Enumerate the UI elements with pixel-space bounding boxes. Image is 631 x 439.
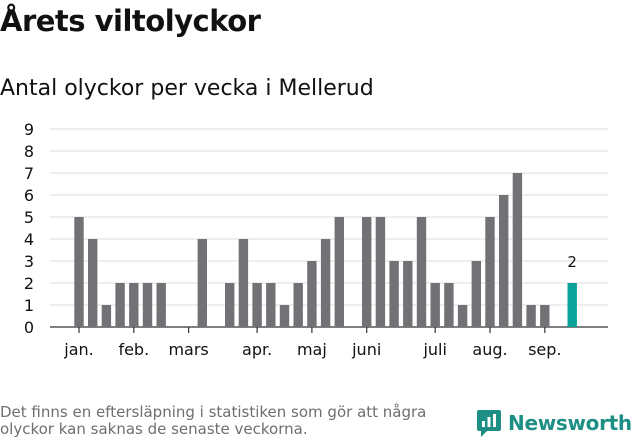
- bar: [142, 283, 153, 327]
- y-tick-label: 9: [24, 120, 34, 139]
- bar: [526, 305, 536, 327]
- x-tick-label: jan.: [63, 340, 93, 359]
- bar: [115, 283, 125, 327]
- x-tick-label: maj: [297, 340, 327, 359]
- bar: [101, 305, 112, 327]
- y-tick-label: 6: [24, 186, 34, 205]
- bar: [129, 283, 139, 327]
- y-tick-label: 4: [24, 230, 34, 249]
- bar: [266, 283, 276, 327]
- newsworthy-logo-icon: [477, 410, 501, 437]
- bar: [88, 239, 98, 327]
- bar: [320, 239, 331, 327]
- bar: [389, 261, 399, 327]
- y-tick-label: 1: [24, 296, 34, 315]
- bar: [293, 283, 303, 327]
- newsworthy-logo: Newsworthy: [476, 408, 631, 438]
- y-tick-label: 3: [24, 252, 34, 271]
- y-tick-label: 8: [24, 142, 34, 161]
- bar: [471, 261, 481, 327]
- bar-highlight: [567, 283, 577, 327]
- footnote: Det finns en eftersläpning i statistiken…: [0, 403, 427, 438]
- bar: [74, 217, 84, 327]
- y-tick-label: 5: [24, 208, 34, 227]
- chart-title: Årets viltolyckor: [0, 4, 261, 38]
- bar: [403, 261, 413, 327]
- bar: [512, 173, 523, 327]
- bar: [430, 283, 440, 327]
- y-tick-label: 0: [24, 318, 34, 337]
- x-tick-label: apr.: [242, 340, 272, 359]
- bar: [416, 217, 427, 327]
- bar: [499, 195, 509, 327]
- bar: [375, 217, 386, 327]
- bar: [225, 283, 235, 327]
- bar: [362, 217, 372, 327]
- x-tick-label: sep.: [528, 340, 561, 359]
- chart-subtitle: Antal olyckor per vecka i Mellerud: [0, 76, 374, 101]
- bar: [252, 283, 262, 327]
- newsworthy-logo-text: Newsworthy: [508, 411, 631, 435]
- y-tick-label: 7: [24, 164, 34, 183]
- bar: [156, 283, 166, 327]
- bar: [457, 305, 468, 327]
- x-tick-label: aug.: [472, 340, 507, 359]
- bar: [307, 261, 317, 327]
- x-tick-label: juni: [351, 340, 381, 359]
- x-tick-label: juli: [422, 340, 446, 359]
- x-tick-label: mars: [168, 340, 208, 359]
- bar: [238, 239, 249, 327]
- y-tick-label: 2: [24, 274, 34, 293]
- data-label-latest: 2: [567, 253, 577, 271]
- x-tick-label: feb.: [118, 340, 149, 359]
- bar: [540, 305, 550, 327]
- bar: [444, 283, 454, 327]
- bar: [485, 217, 495, 327]
- bar: [279, 305, 290, 327]
- bar-chart: 0 1 2 3 4 5 6 7 8 9 jan. feb. mars apr. maj juni juli au…: [24, 120, 608, 359]
- bar: [197, 239, 207, 327]
- bar: [334, 217, 344, 327]
